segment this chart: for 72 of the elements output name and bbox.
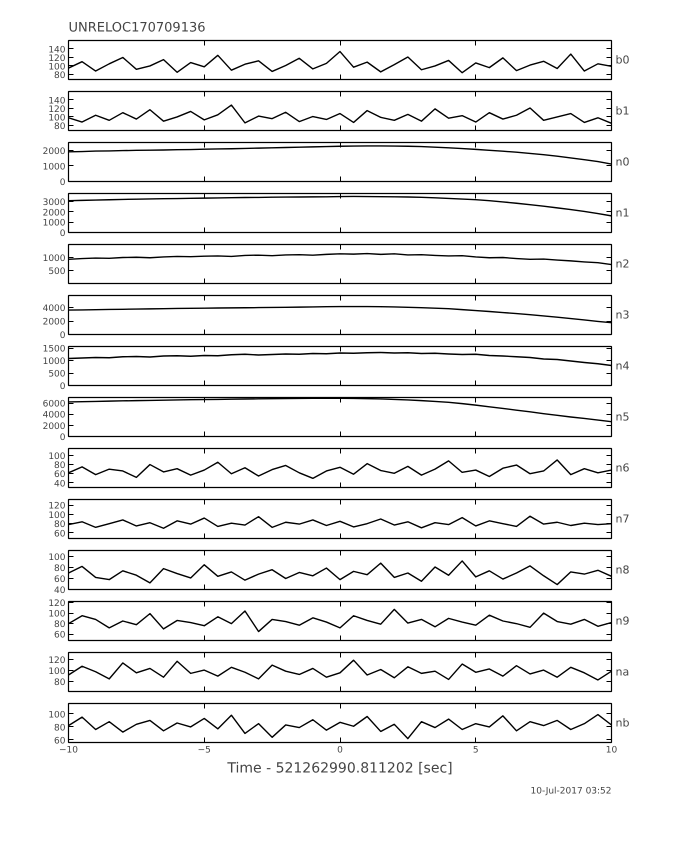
y-tick-label: 3000 xyxy=(42,198,66,208)
y-tick-label: 100 xyxy=(48,667,66,678)
legend-label: b1 xyxy=(616,104,630,118)
y-tick-label: 2000 xyxy=(42,318,66,328)
y-tick-label: 0 xyxy=(60,229,66,239)
series-label: n9 xyxy=(616,614,630,628)
legend-label: b0 xyxy=(616,54,630,66)
series-label: n6 xyxy=(616,462,630,474)
y-tick-label: 100 xyxy=(48,710,66,720)
y-tick-label: 100 xyxy=(48,510,66,521)
y-tick-label: 80 xyxy=(54,564,66,574)
y-tick-label: 4000 xyxy=(42,410,66,421)
legend-label: na xyxy=(616,666,630,678)
y-tick-label: 500 xyxy=(48,370,66,380)
y-tick-label: 2000 xyxy=(42,208,66,218)
y-tick-label: 4000 xyxy=(42,304,66,314)
y-tick-label: 120 xyxy=(48,599,66,610)
y-tick-label: 60 xyxy=(54,736,66,746)
y-tick-label: 100 xyxy=(48,452,66,462)
legend-label: n5 xyxy=(616,410,630,424)
y-tick-label: 0 xyxy=(60,382,66,392)
y-tick-label: 1000 xyxy=(42,162,66,172)
legend-label: n7 xyxy=(616,512,630,526)
y-tick-label: 100 xyxy=(48,610,66,620)
y-tick-label: 500 xyxy=(48,267,66,277)
y-tick-label: 40 xyxy=(54,479,66,490)
series-label: n0 xyxy=(616,156,630,168)
text: 10-Jul-2017 03:52 xyxy=(530,786,612,796)
y-tick-label: 1500 xyxy=(42,344,66,354)
y-tick-label: 60 xyxy=(54,630,66,641)
y-tick-label: 120 xyxy=(48,502,66,512)
y-tick-label: 60 xyxy=(54,529,66,540)
x-tick-label: 0 xyxy=(337,746,344,756)
y-tick-label: 100 xyxy=(48,553,66,564)
y-tick-label: 2000 xyxy=(42,422,66,432)
y-tick-label: 140 xyxy=(48,96,66,106)
y-tick-label: 120 xyxy=(48,656,66,666)
y-tick-label: 80 xyxy=(54,461,66,472)
x-tick-label: −5 xyxy=(198,746,211,756)
y-tick-label: 0 xyxy=(60,433,66,443)
x-tick-label: 10 xyxy=(606,746,618,756)
y-tick-label: 0 xyxy=(60,331,66,341)
y-tick-label: 100 xyxy=(48,62,66,72)
y-tick-label: 140 xyxy=(48,45,66,56)
y-tick-label: 60 xyxy=(54,470,66,480)
y-tick-label: 60 xyxy=(54,575,66,586)
x-axis-title: Time - 521262990.811202 [sec] xyxy=(226,760,453,776)
y-tick-label: 80 xyxy=(54,678,66,688)
y-tick-label: 80 xyxy=(54,620,66,630)
y-tick-label: 6000 xyxy=(42,400,66,410)
y-tick-label: 1000 xyxy=(42,254,66,264)
y-tick-label: 40 xyxy=(54,586,66,596)
legend-label: n2 xyxy=(616,258,630,270)
legend-label: n8 xyxy=(616,564,630,576)
y-tick-label: 120 xyxy=(48,54,66,64)
x-tick-label: 5 xyxy=(472,746,479,756)
y-tick-label: 120 xyxy=(48,104,66,115)
y-tick-label: 80 xyxy=(54,122,66,132)
legend-label: n4 xyxy=(616,360,630,372)
y-tick-label: 1000 xyxy=(42,357,66,367)
y-tick-label: 80 xyxy=(54,70,66,81)
legend-label: nb xyxy=(616,716,630,730)
y-tick-label: 1000 xyxy=(42,218,66,229)
y-tick-label: 0 xyxy=(60,178,66,188)
y-tick-label: 2000 xyxy=(42,146,66,157)
series-label: n3 xyxy=(616,308,630,322)
legend-label: n1 xyxy=(616,206,630,220)
y-tick-label: 80 xyxy=(54,520,66,530)
y-tick-label: 80 xyxy=(54,723,66,734)
chart-title: UNRELOC170709136 xyxy=(68,20,206,36)
y-tick-label: 100 xyxy=(48,113,66,124)
x-tick-label: −10 xyxy=(59,746,78,756)
